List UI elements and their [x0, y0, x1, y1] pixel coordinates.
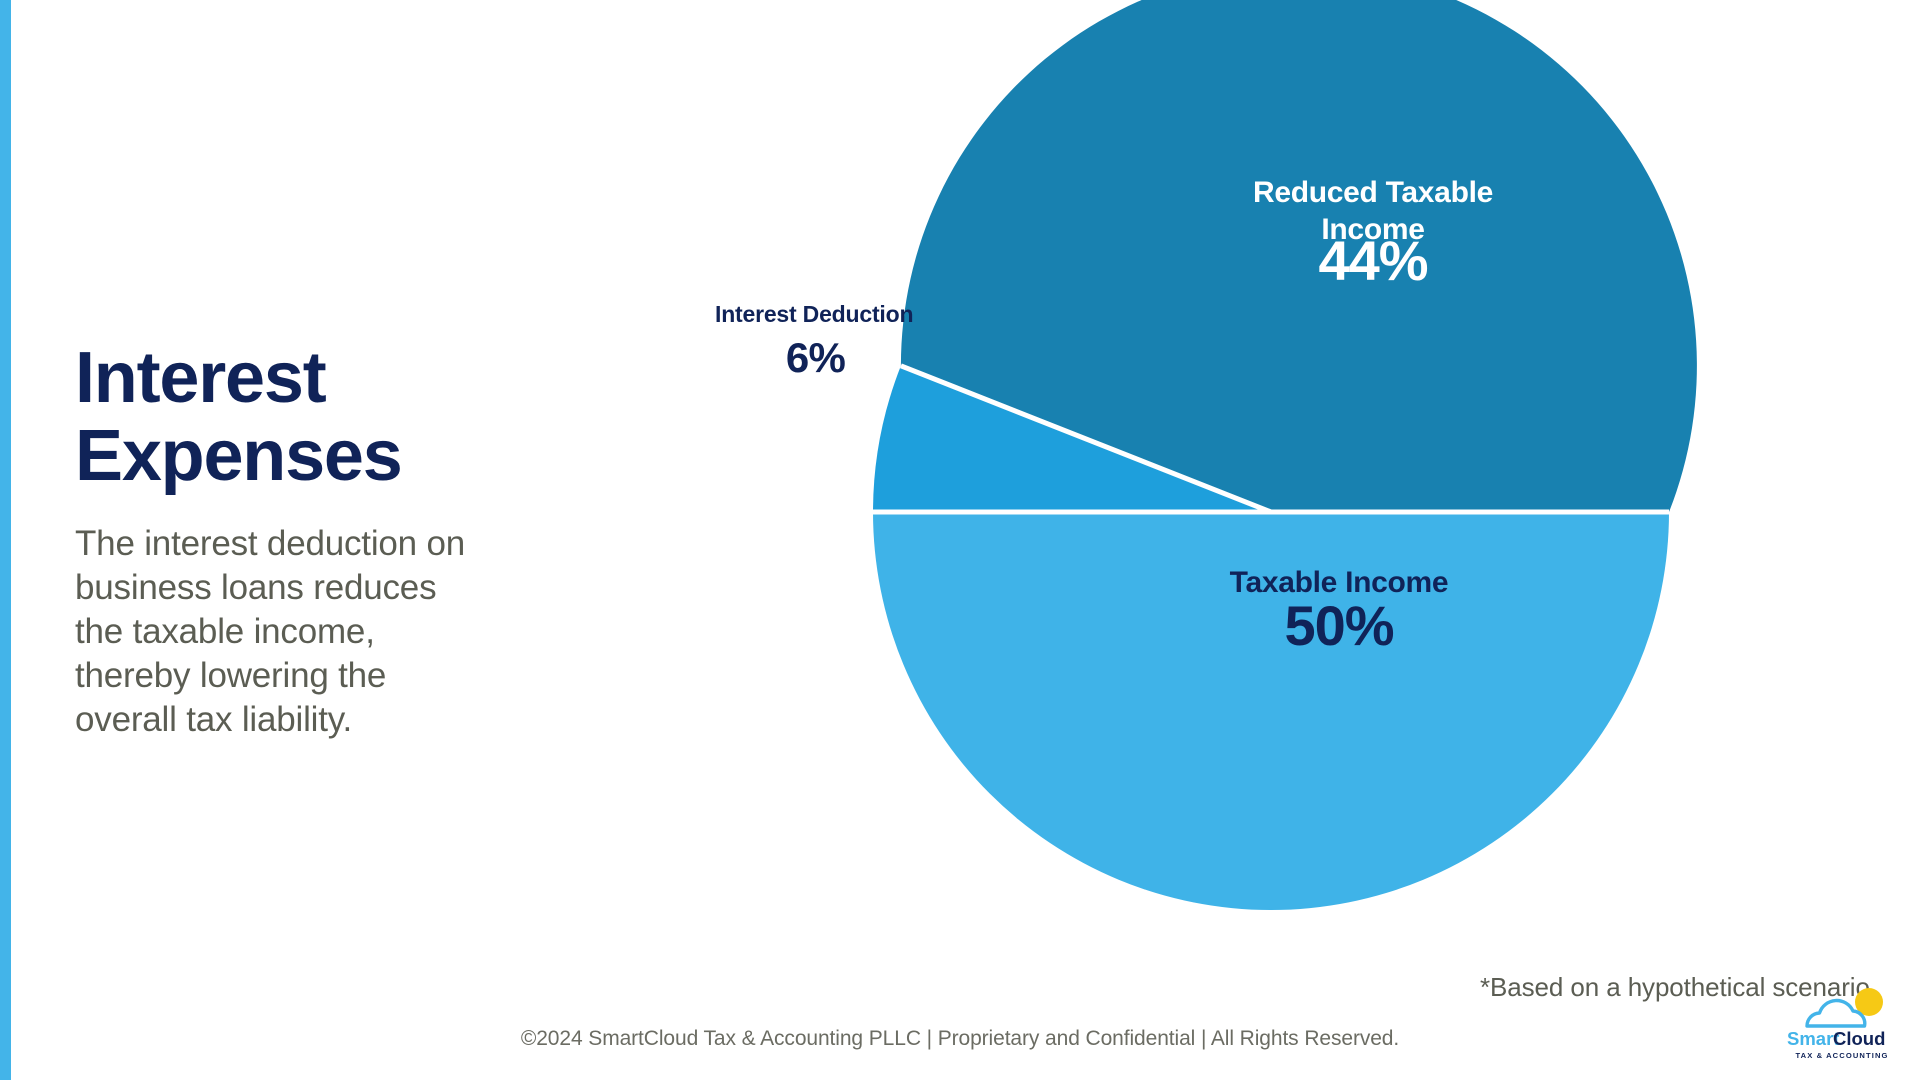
- slice-label-reduced-taxable-income-value: 44%: [1318, 229, 1427, 292]
- cloud-icon: [1805, 998, 1867, 1028]
- smartcloud-logo[interactable]: Smart Cloud TAX & ACCOUNTING: [1783, 985, 1901, 1065]
- logo-tagline: TAX & ACCOUNTING: [1795, 1051, 1888, 1060]
- pie-slice-taxable-income[interactable]: [873, 512, 1669, 910]
- slice-label-interest-deduction-value: 6%: [786, 334, 846, 381]
- slice-separator-diagonal: [899, 363, 1272, 515]
- sun-icon: [1855, 988, 1883, 1016]
- body-paragraph: The interest deduction on business loans…: [75, 523, 465, 739]
- slice-label-taxable-income-name: Taxable Income: [1230, 566, 1449, 599]
- pie-slice-interest-deduction[interactable]: [873, 365, 1271, 512]
- left-accent-bar: [0, 0, 11, 1080]
- slice-label-interest-deduction-name: Interest Deduction: [715, 301, 913, 327]
- hypothetical-scenario-footnote: *Based on a hypothetical scenario: [1480, 972, 1870, 1002]
- slice-label-reduced-taxable-income-name-line1: Reduced Taxable Income: [1253, 176, 1493, 246]
- logo-wordmark-smart: Smart: [1787, 1028, 1839, 1049]
- slice-label-taxable-income-value: 50%: [1284, 594, 1393, 657]
- pie-chart: Reduced Taxable Income 44% Taxable Income…: [690, 0, 1697, 930]
- text-column: Interest Expenses The interest deduction…: [75, 338, 545, 742]
- page-title: Interest Expenses: [75, 338, 403, 496]
- footer-copyright: ©2024 SmartCloud Tax & Accounting PLLC |…: [520, 1027, 1400, 1050]
- logo-wordmark-cloud: Cloud: [1833, 1028, 1885, 1049]
- pie-chart-svg: Reduced Taxable Income 44% Taxable Income…: [715, 0, 1697, 910]
- pie-slice-reduced-taxable-income[interactable]: [900, 0, 1697, 512]
